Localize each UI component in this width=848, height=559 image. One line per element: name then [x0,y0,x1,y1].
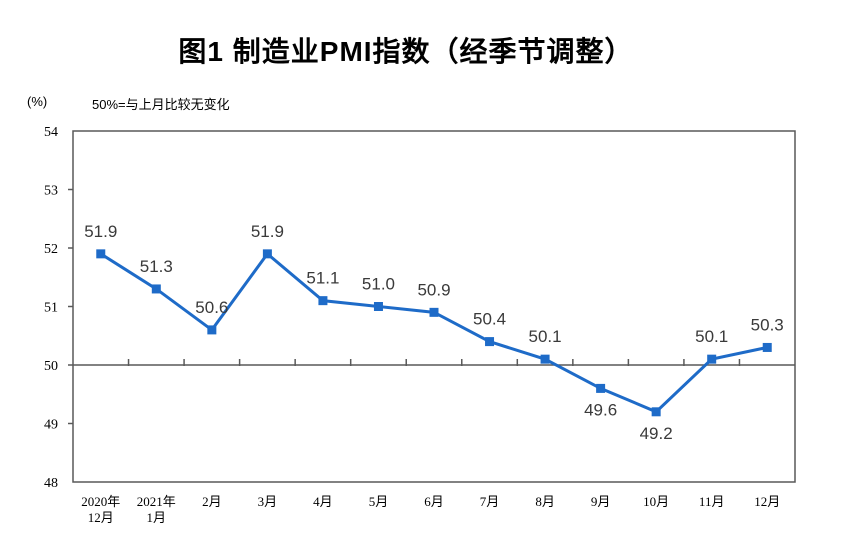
data-point-marker [485,337,495,347]
x-axis-label: 7月 [480,494,500,509]
y-axis-label: 48 [44,476,58,491]
y-axis-label: 49 [44,418,58,433]
data-point-marker [707,354,717,364]
x-axis-label: 2月 [202,494,222,509]
data-point-marker [151,284,161,294]
x-axis-label: 2021年 1月 [137,494,176,525]
data-point-label: 51.9 [84,222,117,241]
x-axis-label: 5月 [369,494,389,509]
y-axis-label: 54 [44,125,58,140]
chart-title: 图1 制造业PMI指数（经季节调整） [178,36,634,67]
y-axis-label: 52 [44,242,58,257]
data-point-marker [96,249,106,259]
data-point-label: 50.3 [751,315,784,334]
data-point-label: 50.1 [529,327,562,346]
data-point-label: 51.1 [306,269,339,288]
data-point-label: 50.6 [195,298,228,317]
data-point-marker [262,249,272,259]
data-point-label: 51.9 [251,222,284,241]
x-axis-label: 6月 [424,494,444,509]
x-axis-label: 11月 [699,494,725,509]
data-point-label: 51.3 [140,257,173,276]
y-axis-label: 53 [44,184,58,199]
x-axis-label: 10月 [643,494,669,509]
data-point-label: 50.4 [473,310,506,329]
data-point-marker [596,383,606,393]
data-point-marker [207,325,217,335]
data-point-marker [373,302,383,311]
x-axis-label: 2020年 12月 [81,494,120,525]
y-axis-label: 51 [44,301,58,316]
data-point-marker [540,354,550,364]
x-axis-label: 4月 [313,494,333,509]
data-point-marker [429,307,439,317]
data-point-marker [318,296,328,306]
data-point-marker [651,407,661,417]
x-axis-label: 8月 [535,494,555,509]
data-point-marker [762,342,772,352]
x-axis-label: 12月 [754,494,780,509]
data-point-label: 51.0 [362,275,395,294]
pmi-line [99,251,768,414]
y-axis-label: 50 [44,359,58,374]
x-axis-label: 9月 [591,494,611,509]
data-point-label: 49.2 [640,424,673,443]
data-point-label: 49.6 [584,400,617,419]
data-point-label: 50.9 [417,280,450,299]
data-point-label: 50.1 [695,327,728,346]
reference-note: 50%=与上月比较无变化 [92,97,230,112]
y-axis-unit-label: (%) [27,94,48,109]
x-axis-label: 3月 [258,494,278,509]
